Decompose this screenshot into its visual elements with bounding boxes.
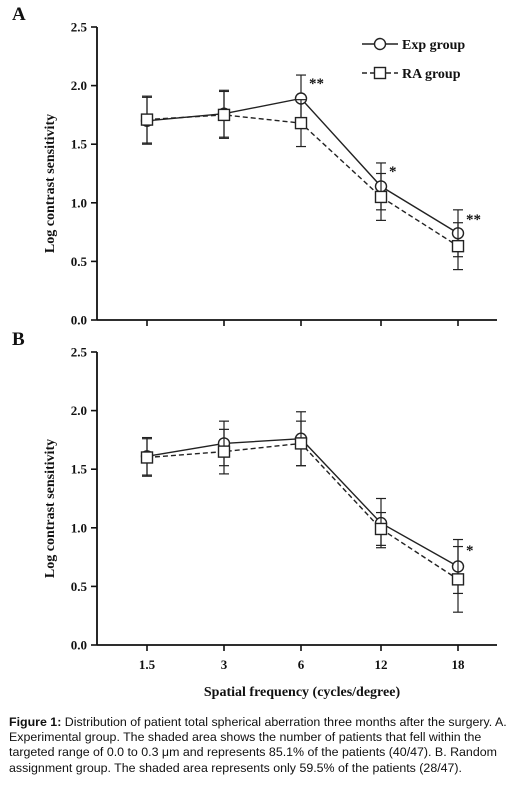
legend: Exp group RA group (362, 37, 465, 82)
x-axis-title: Spatial frequency (cycles/degree) (204, 685, 401, 700)
chart-panel-b: B 0.0 0.5 1.0 1.5 2.0 2.5 1.5 3 6 12 18 Log contrast… (12, 329, 497, 700)
y-tick-label: 2.0 (71, 78, 87, 93)
data-point (374, 190, 388, 204)
y-axis-title: Log contrast sensitivity (43, 439, 58, 578)
significance-label: * (389, 164, 397, 180)
y-tick-label: 0.0 (71, 638, 87, 653)
caption-label: Figure 1: (9, 715, 62, 729)
data-point (140, 113, 154, 126)
y-tick-label: 2.5 (71, 345, 88, 360)
legend-marker (373, 66, 387, 80)
x-tick-label: 1.5 (139, 657, 156, 672)
y-tick-label: 2.5 (71, 20, 88, 35)
significance-label: * (466, 543, 474, 559)
data-point (374, 522, 388, 536)
series-ra-group (140, 420, 465, 613)
y-tick-label: 2.0 (71, 403, 87, 418)
y-tick-label: 1.5 (71, 462, 88, 477)
chart-svg: A 0.0 0.5 1.0 1.5 2.0 2.5 Log contrast sensitiv… (12, 4, 497, 700)
series-ra-group (140, 90, 465, 271)
y-tick-label: 0.5 (71, 579, 88, 594)
figure: A 0.0 0.5 1.0 1.5 2.0 2.5 Log contrast sensitiv… (12, 4, 497, 700)
data-point (294, 116, 308, 130)
significance-label: ** (466, 212, 481, 228)
panel-label: A (12, 4, 26, 25)
y-axis-title: Log contrast sensitivity (43, 114, 58, 253)
series-exp-group (140, 74, 465, 258)
series-line (146, 438, 459, 568)
data-point (451, 239, 465, 253)
series-line (146, 442, 459, 580)
x-tick-label: 3 (221, 657, 228, 672)
data-point (294, 437, 308, 450)
series-line (146, 114, 459, 247)
data-point (140, 451, 154, 464)
y-tick-label: 1.0 (71, 520, 87, 535)
chart-panel-a: A 0.0 0.5 1.0 1.5 2.0 2.5 Log contrast sensitiv… (12, 4, 497, 328)
figure-caption: Figure 1: Distribution of patient total … (9, 715, 517, 776)
y-tick-label: 1.5 (71, 137, 88, 152)
panel-label: B (12, 329, 25, 350)
y-tick-label: 1.0 (71, 195, 87, 210)
legend-entry: RA group (402, 67, 461, 82)
data-point (451, 573, 465, 586)
data-point (217, 445, 231, 458)
significance-label: ** (309, 76, 324, 92)
y-tick-label: 0.0 (71, 313, 87, 328)
legend-entry: Exp group (402, 38, 465, 53)
legend-marker (373, 37, 387, 51)
x-tick-label: 6 (298, 657, 305, 672)
data-point (217, 108, 231, 122)
caption-text: Distribution of patient total spherical … (9, 715, 507, 775)
x-tick-label: 12 (375, 657, 388, 672)
y-tick-label: 0.5 (71, 254, 88, 269)
x-tick-label: 18 (452, 657, 466, 672)
